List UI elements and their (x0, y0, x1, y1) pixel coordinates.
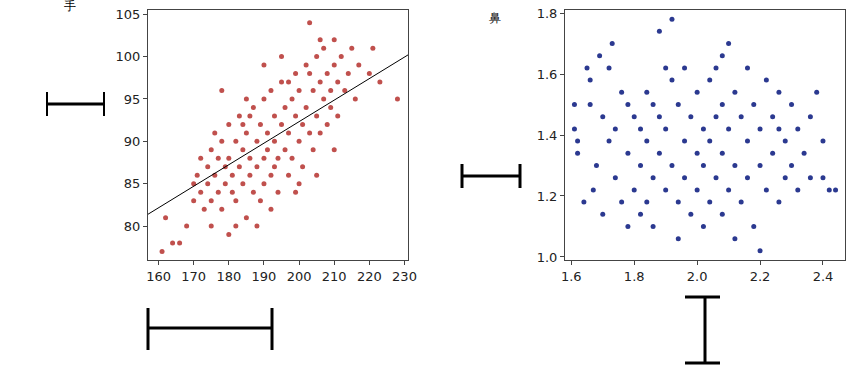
svg-text:90: 90 (124, 134, 141, 149)
svg-text:1.8: 1.8 (624, 269, 645, 284)
svg-text:2.0: 2.0 (687, 269, 708, 284)
svg-text:1.6: 1.6 (561, 269, 582, 284)
svg-text:1.4: 1.4 (537, 128, 558, 143)
svg-text:1.0: 1.0 (537, 250, 558, 265)
svg-text:95: 95 (124, 92, 141, 107)
svg-text:鼻: 鼻 (489, 11, 501, 25)
svg-text:180: 180 (216, 269, 241, 284)
svg-text:手: 手 (64, 0, 76, 13)
svg-text:230: 230 (392, 269, 417, 284)
svg-text:2.2: 2.2 (750, 269, 771, 284)
svg-text:100: 100 (116, 49, 141, 64)
svg-text:1.8: 1.8 (537, 6, 558, 21)
svg-text:210: 210 (322, 269, 347, 284)
svg-text:105: 105 (116, 7, 141, 22)
svg-text:85: 85 (124, 176, 141, 191)
svg-text:220: 220 (357, 269, 382, 284)
svg-text:2.4: 2.4 (813, 269, 834, 284)
svg-text:190: 190 (252, 269, 277, 284)
svg-text:170: 170 (181, 269, 206, 284)
svg-text:1.2: 1.2 (537, 189, 558, 204)
svg-text:1.6: 1.6 (537, 67, 558, 82)
svg-text:200: 200 (287, 269, 312, 284)
svg-text:80: 80 (124, 219, 141, 234)
svg-text:160: 160 (146, 269, 171, 284)
